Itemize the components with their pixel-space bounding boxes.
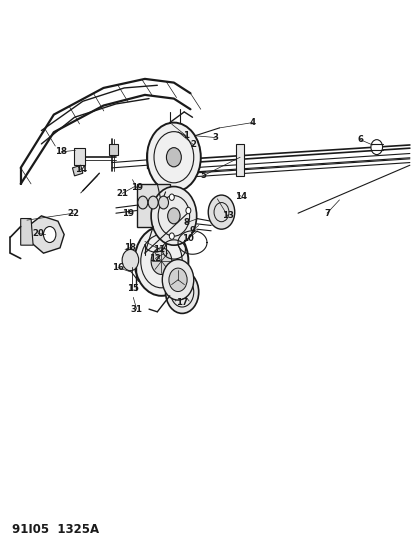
Text: 31: 31 [131,305,142,313]
Text: 19: 19 [131,183,142,192]
Text: 11: 11 [153,245,165,254]
Text: 15: 15 [126,285,138,293]
Text: 9: 9 [189,226,195,235]
Text: 16: 16 [112,263,123,272]
Polygon shape [109,144,118,155]
Circle shape [169,268,187,292]
Polygon shape [72,165,83,176]
Circle shape [162,260,193,300]
Circle shape [43,227,56,243]
Text: 14: 14 [234,192,247,200]
Polygon shape [74,148,85,165]
Polygon shape [21,219,33,245]
Circle shape [165,271,198,313]
Circle shape [151,187,196,245]
Text: 10: 10 [182,234,194,243]
Polygon shape [235,144,244,176]
Circle shape [370,140,382,155]
Text: 21: 21 [116,189,128,198]
Circle shape [158,196,168,209]
Text: 22: 22 [68,209,79,217]
Text: 5: 5 [199,172,205,180]
Text: 13: 13 [221,212,233,220]
Circle shape [148,196,158,209]
Circle shape [208,195,234,229]
Text: 18: 18 [123,244,135,252]
Text: 8: 8 [183,219,189,227]
Text: 2: 2 [190,141,196,149]
Text: 4: 4 [249,118,255,127]
Polygon shape [136,184,169,227]
Circle shape [138,196,147,209]
Circle shape [169,233,174,239]
Circle shape [169,194,174,200]
Text: 91J05  1325A: 91J05 1325A [12,523,99,533]
Text: 3: 3 [212,133,218,142]
Text: 17: 17 [176,298,188,307]
Text: 6: 6 [356,135,362,144]
Circle shape [122,249,138,271]
Circle shape [185,207,190,214]
Text: 1: 1 [183,132,189,140]
Text: 20: 20 [32,229,44,238]
Text: 19: 19 [122,209,134,217]
Text: 7: 7 [323,209,329,217]
Text: 18: 18 [55,148,67,156]
Circle shape [151,248,171,274]
Circle shape [167,208,180,224]
Circle shape [147,123,200,192]
Circle shape [134,227,188,296]
Polygon shape [31,216,64,253]
Text: 12: 12 [149,254,161,263]
Text: 14: 14 [74,165,87,174]
Circle shape [166,148,181,167]
